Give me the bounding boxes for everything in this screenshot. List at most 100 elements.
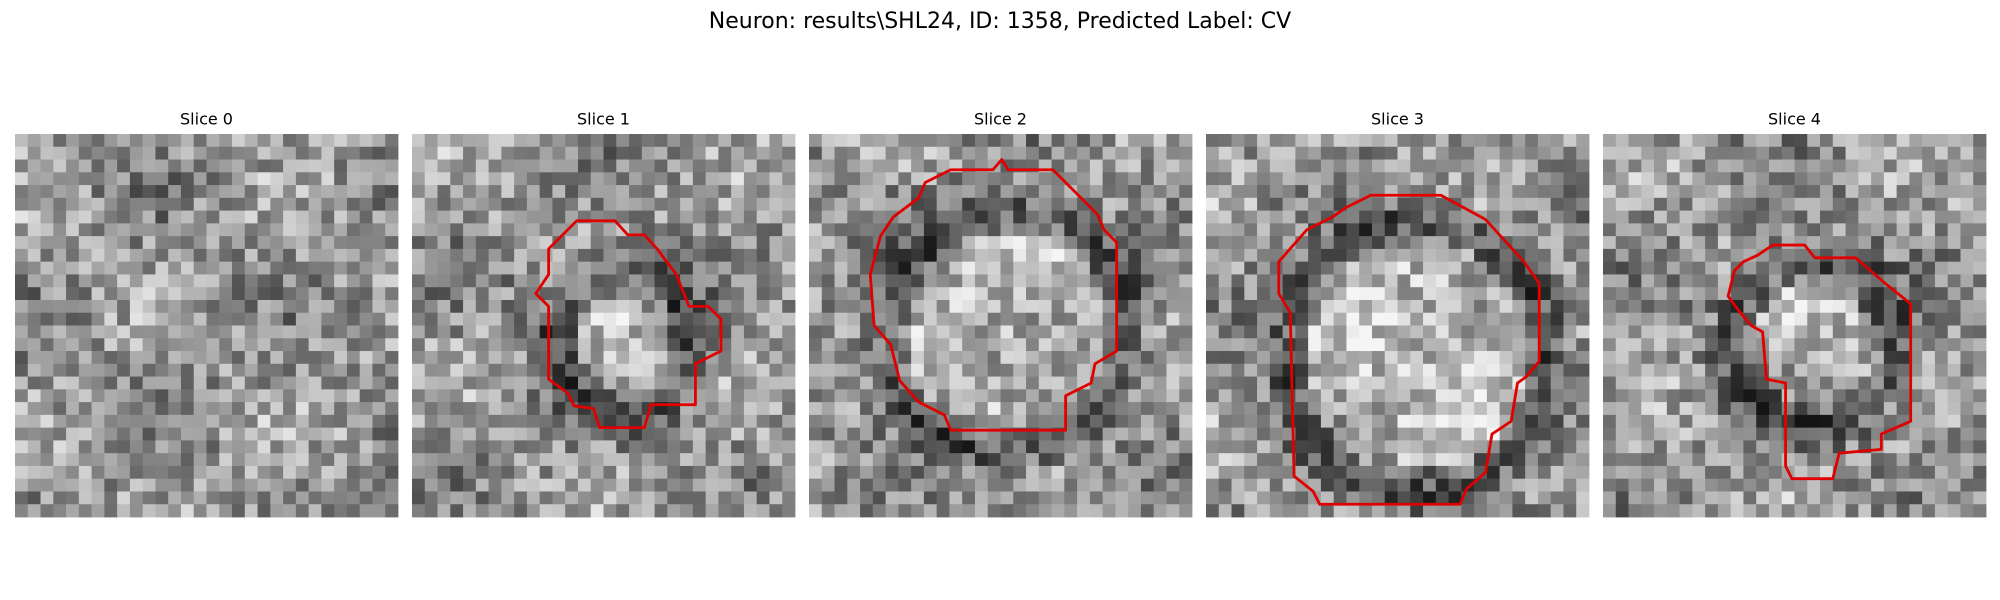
pixel xyxy=(168,402,182,416)
pixel xyxy=(898,299,912,314)
pixel xyxy=(206,453,220,467)
pixel xyxy=(78,287,92,301)
pixel xyxy=(1563,299,1577,314)
pixel xyxy=(1026,453,1040,467)
pixel xyxy=(1922,197,1936,211)
pixel xyxy=(155,491,169,505)
pixel xyxy=(847,453,861,467)
pixel xyxy=(219,504,233,518)
pixel xyxy=(654,236,668,250)
pixel xyxy=(1295,274,1309,288)
pixel xyxy=(1231,134,1245,148)
pixel xyxy=(104,478,118,492)
pixel xyxy=(1679,236,1693,250)
pixel xyxy=(847,504,861,518)
pixel xyxy=(782,325,796,339)
pixel xyxy=(1038,287,1052,301)
pixel xyxy=(142,261,156,275)
pixel xyxy=(155,453,169,467)
pixel xyxy=(1269,453,1283,467)
pixel xyxy=(193,414,207,429)
pixel xyxy=(270,159,284,173)
pixel xyxy=(244,338,258,352)
pixel xyxy=(1166,363,1180,377)
pixel xyxy=(1038,402,1052,416)
pixel xyxy=(898,223,912,237)
pixel xyxy=(1115,478,1129,492)
pixel xyxy=(1206,465,1220,480)
pixel xyxy=(1947,134,1961,148)
pixel xyxy=(385,338,399,352)
pixel xyxy=(834,287,848,301)
pixel xyxy=(463,287,477,301)
pixel xyxy=(1153,414,1167,429)
pixel xyxy=(1089,338,1104,352)
pixel xyxy=(1628,363,1642,377)
pixel xyxy=(463,389,477,403)
pixel xyxy=(1295,287,1309,301)
pixel xyxy=(769,236,783,250)
pixel xyxy=(782,223,796,237)
pixel xyxy=(641,134,655,148)
pixel xyxy=(1717,210,1732,224)
pixel xyxy=(295,453,310,467)
pixel xyxy=(1537,402,1552,416)
pixel xyxy=(1922,376,1936,390)
pixel xyxy=(359,146,373,160)
pixel xyxy=(885,465,899,480)
pixel xyxy=(91,465,105,480)
pixel xyxy=(1397,465,1411,480)
pixel xyxy=(539,389,553,403)
pixel xyxy=(1845,491,1859,505)
pixel xyxy=(1128,389,1142,403)
pixel xyxy=(1359,465,1373,480)
pixel xyxy=(346,478,361,492)
pixel xyxy=(782,261,796,275)
pixel xyxy=(692,146,707,160)
pixel xyxy=(463,427,477,441)
pixel xyxy=(1679,287,1693,301)
pixel xyxy=(1563,363,1577,377)
pixel xyxy=(91,491,105,505)
pixel xyxy=(270,414,284,429)
pixel xyxy=(1320,172,1335,186)
pixel xyxy=(809,261,823,275)
pixel xyxy=(974,197,989,211)
pixel xyxy=(1115,440,1129,454)
pixel xyxy=(1768,325,1783,339)
pixel xyxy=(514,389,528,403)
pixel xyxy=(782,159,796,173)
pixel xyxy=(53,185,67,199)
pixel xyxy=(1371,134,1386,148)
pixel xyxy=(180,185,195,199)
pixel xyxy=(936,210,950,224)
pixel xyxy=(1768,185,1783,199)
pixel xyxy=(1525,287,1539,301)
pixel xyxy=(155,248,169,263)
pixel xyxy=(1934,236,1949,250)
pixel xyxy=(1474,185,1488,199)
pixel xyxy=(1576,299,1590,314)
pixel xyxy=(705,402,719,416)
pixel xyxy=(1282,478,1296,492)
pixel xyxy=(1666,299,1680,314)
pixel xyxy=(129,465,144,480)
pixel xyxy=(91,172,105,186)
pixel xyxy=(1641,363,1655,377)
pixel xyxy=(295,185,310,199)
pixel xyxy=(1973,185,1987,199)
pixel xyxy=(53,351,67,365)
pixel xyxy=(1346,159,1360,173)
pixel xyxy=(1474,287,1488,301)
pixel xyxy=(1461,376,1475,390)
pixel xyxy=(898,338,912,352)
pixel xyxy=(1756,134,1770,148)
pixel xyxy=(641,453,655,467)
pixel xyxy=(463,363,477,377)
pixel xyxy=(1486,287,1501,301)
pixel xyxy=(1474,427,1488,441)
pixel xyxy=(27,402,41,416)
pixel xyxy=(450,325,464,339)
pixel xyxy=(1883,491,1898,505)
pixel xyxy=(1512,236,1526,250)
